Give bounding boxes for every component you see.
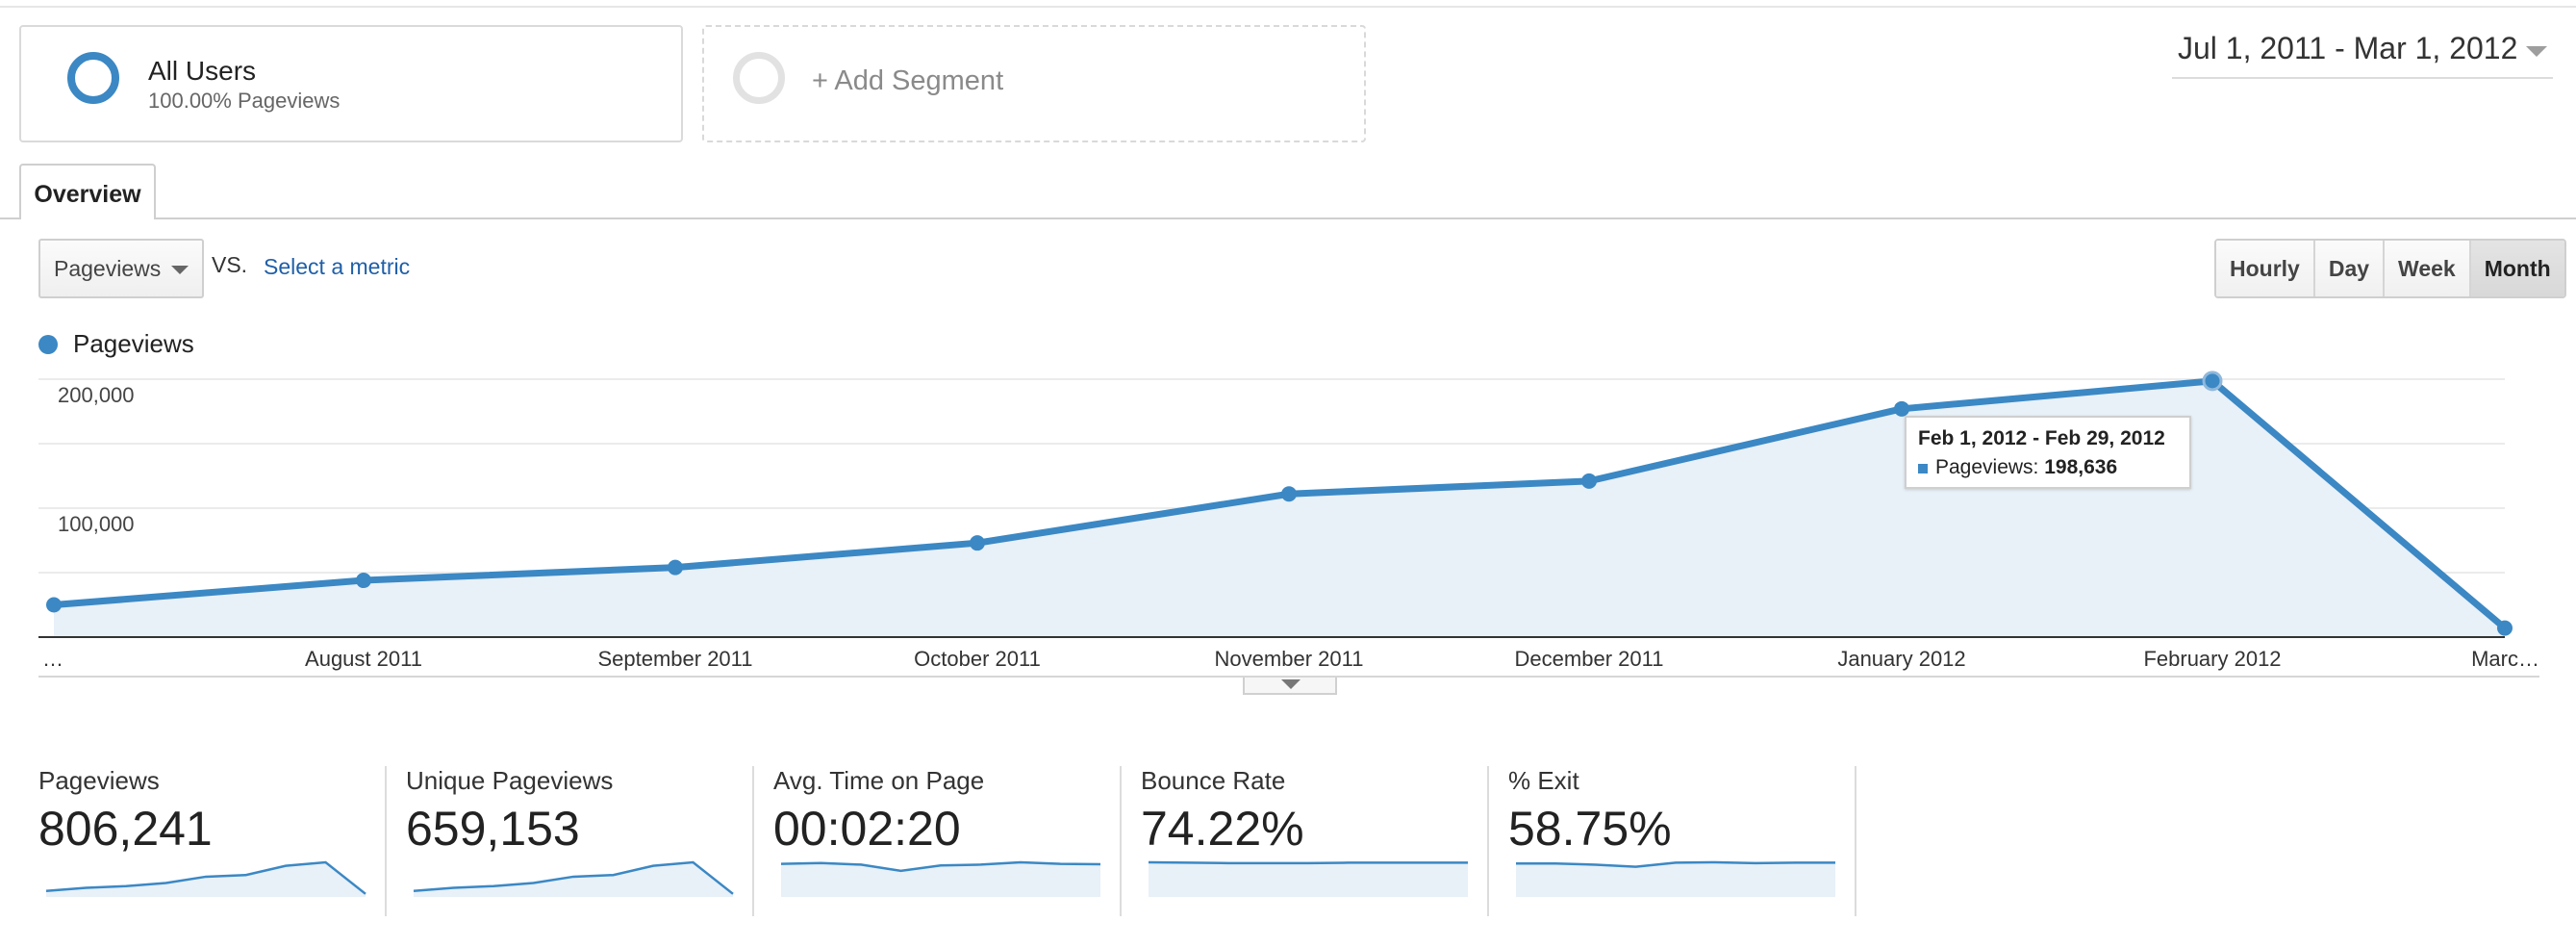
- tab-overview-label: Overview: [34, 181, 141, 208]
- scorecard[interactable]: Avg. Time on Page 00:02:20: [773, 762, 1141, 916]
- sparkline-fill: [46, 862, 366, 897]
- sparkline-line: [1148, 860, 1468, 865]
- data-point: [2202, 371, 2223, 392]
- time-granularity-group: Hourly Day Week Month: [2214, 239, 2566, 298]
- tab-bar-divider: [0, 218, 2576, 219]
- tab-overview[interactable]: Overview: [19, 164, 156, 219]
- y-tick-label: 100,000: [58, 512, 135, 536]
- x-tick-label: September 2011: [597, 647, 752, 671]
- scorecard-separator: [752, 766, 754, 916]
- segment-placeholder-ring-icon: [733, 52, 785, 104]
- data-point: [1581, 473, 1597, 489]
- scorecard-label: Unique Pageviews: [406, 766, 614, 795]
- vs-label: VS.: [212, 252, 248, 277]
- scorecard-value: 58.75%: [1508, 802, 1672, 856]
- chart-bottom-border: [38, 676, 2539, 678]
- scorecard-sparkline: [780, 860, 1101, 897]
- caret-down-icon: [171, 266, 189, 274]
- x-tick-label: December 2011: [1515, 647, 1664, 671]
- scorecard-label: % Exit: [1508, 766, 1579, 795]
- date-range-picker[interactable]: Jul 1, 2011 - Mar 1, 2012: [2172, 29, 2553, 79]
- collapse-chart-handle[interactable]: [1243, 678, 1337, 695]
- chevron-down-icon: [2526, 46, 2547, 57]
- x-tick-label: February 2012: [2143, 647, 2281, 671]
- segment-all-users[interactable]: All Users 100.00% Pageviews: [19, 25, 683, 142]
- pageviews-chart: 200,000 100,000 … August 2011 September 2011…: [38, 371, 2539, 671]
- sparkline-line: [780, 860, 1101, 873]
- scorecard-sparkline: [1148, 860, 1468, 897]
- scorecard[interactable]: Unique Pageviews 659,153: [406, 762, 773, 916]
- scorecard-value: 659,153: [406, 802, 580, 856]
- data-point: [1281, 486, 1297, 502]
- granularity-day-button[interactable]: Day: [2314, 241, 2386, 296]
- sparkline-line: [45, 860, 366, 895]
- scorecard-separator: [1487, 766, 1489, 916]
- scorecard-sparkline: [413, 860, 734, 897]
- scorecard-value: 806,241: [38, 802, 213, 856]
- scorecard[interactable]: Bounce Rate 74.22%: [1141, 762, 1508, 916]
- sparkline-fill: [781, 862, 1100, 897]
- scorecard-separator: [385, 766, 387, 916]
- x-tick-label: Marc…: [2471, 647, 2539, 671]
- sparkline-fill: [1516, 862, 1835, 897]
- scorecard-label: Bounce Rate: [1141, 766, 1286, 795]
- tooltip-swatch: [1918, 464, 1928, 474]
- x-tick-label: November 2011: [1215, 647, 1364, 671]
- data-point: [668, 559, 683, 576]
- add-segment-label: + Add Segment: [812, 65, 1004, 96]
- add-segment-button[interactable]: + Add Segment: [702, 25, 1366, 142]
- scorecard-label: Pageviews: [38, 766, 160, 795]
- granularity-week-button[interactable]: Week: [2385, 241, 2471, 296]
- scorecard-sparkline: [1516, 860, 1835, 897]
- segment-name: All Users: [148, 56, 257, 86]
- x-tick-label: October 2011: [914, 647, 1041, 671]
- x-tick-label: January 2012: [1837, 647, 1965, 671]
- legend-swatch: [38, 335, 58, 354]
- data-point: [970, 535, 985, 551]
- scorecard-value: 74.22%: [1141, 802, 1304, 856]
- data-point: [2497, 620, 2513, 636]
- tooltip-metric: Pageviews: 198,636: [1935, 456, 2117, 479]
- collapse-triangle-icon: [1281, 679, 1301, 689]
- tooltip-metric-label: Pageviews:: [1935, 456, 2039, 478]
- scorecard-sparkline: [45, 860, 366, 897]
- top-divider: [0, 6, 2576, 8]
- select-metric-link[interactable]: Select a metric: [264, 254, 411, 279]
- scorecard-separator: [1855, 766, 1856, 916]
- chart-tooltip: Feb 1, 2012 - Feb 29, 2012 Pageviews: 19…: [1905, 416, 2191, 489]
- x-tick-label: …: [42, 647, 63, 671]
- scorecard-label: Avg. Time on Page: [773, 766, 985, 795]
- granularity-hourly-button[interactable]: Hourly: [2216, 241, 2315, 296]
- granularity-month-button[interactable]: Month: [2470, 241, 2564, 296]
- scorecard[interactable]: % Exit 58.75%: [1508, 762, 1876, 916]
- scorecard[interactable]: Pageviews 806,241: [38, 762, 406, 916]
- segment-ring-icon: [67, 52, 119, 104]
- tooltip-value: 198,636: [2044, 456, 2118, 478]
- data-point: [356, 573, 371, 589]
- sparkline-fill: [1149, 862, 1468, 897]
- data-point: [1894, 400, 1909, 417]
- sparkline-line: [1516, 860, 1835, 868]
- metric-dropdown-label: Pageviews: [54, 256, 162, 281]
- date-range-label: Jul 1, 2011 - Mar 1, 2012: [2178, 31, 2518, 65]
- tooltip-date: Feb 1, 2012 - Feb 29, 2012: [1918, 427, 2165, 449]
- data-point: [46, 597, 62, 613]
- sparkline-fill: [414, 862, 733, 897]
- y-tick-label: 200,000: [58, 383, 135, 407]
- segment-subtitle: 100.00% Pageviews: [148, 89, 341, 113]
- scorecard-separator: [1120, 766, 1122, 916]
- metric-dropdown[interactable]: Pageviews: [38, 239, 204, 298]
- legend-label[interactable]: Pageviews: [73, 329, 194, 358]
- scorecard-value: 00:02:20: [773, 802, 961, 856]
- sparkline-line: [413, 860, 734, 895]
- x-tick-label: August 2011: [305, 647, 422, 671]
- area-fill: [54, 380, 2505, 637]
